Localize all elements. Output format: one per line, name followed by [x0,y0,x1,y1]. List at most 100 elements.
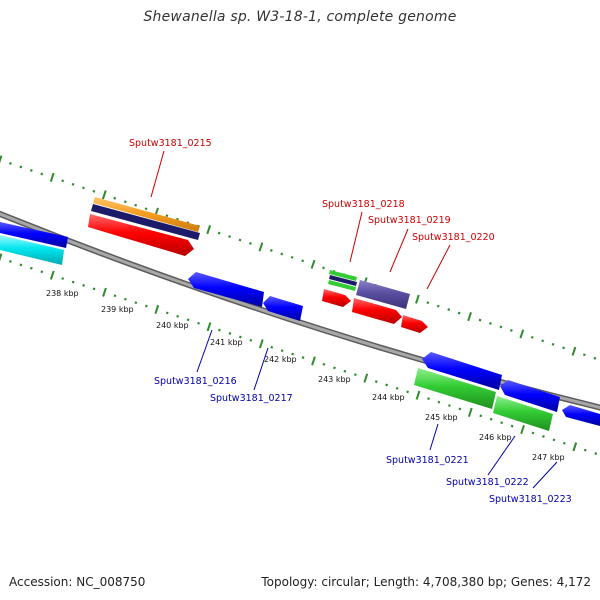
kbp-labels: 238 kbp 239 kbp 240 kbp 241 kbp 242 kbp … [46,289,565,462]
gene-label-sputw3181-0215[interactable]: Sputw3181_0215 [129,138,212,149]
gene-label-sputw3181-0221[interactable]: Sputw3181_0221 [386,455,469,466]
inner-ring-minor-tick [291,352,295,356]
inner-ring-major-tick [154,304,160,315]
leader-line-0222 [487,435,516,476]
inner-ring-minor-tick [594,452,598,455]
inner-ring-major-tick [415,390,421,400]
gene-label-sputw3181-0218[interactable]: Sputw3181_0218 [322,199,405,210]
outer-ring-minor-tick [593,356,597,360]
gene-feature-sputw3181-0222[interactable] [500,380,560,412]
outer-tick-ring [0,155,597,360]
feature-track-forward [88,197,428,333]
inner-tick-ring [0,253,598,455]
outer-ring-minor-tick [457,311,461,315]
inner-ring-minor-tick [82,284,86,287]
gene-label-sputw3181-0220[interactable]: Sputw3181_0220 [412,232,495,243]
inner-ring-minor-tick [333,366,336,370]
kbp-label-246: 246 kbp [479,433,512,442]
outer-ring-minor-tick [541,339,545,343]
inner-ring-minor-tick [218,328,221,332]
gene-feature-green-a[interactable] [414,368,496,409]
gene-feature-sputw3181-0220[interactable] [401,315,428,333]
outer-ring-minor-tick [165,214,169,218]
gene-feature-green-small[interactable] [329,270,357,281]
leader-line-0219 [389,228,409,273]
inner-ring-minor-tick [124,297,127,301]
outer-ring-minor-tick [40,172,44,176]
inner-ring-minor-tick [510,424,514,428]
gene-feature-navy-small[interactable] [329,275,357,286]
inner-ring-minor-tick [427,397,430,401]
inner-ring-major-tick [0,253,3,262]
kbp-label-242: 242 kbp [264,355,297,364]
kbp-label-245: 245 kbp [425,413,458,422]
inner-ring-minor-tick [71,280,75,284]
gene-feature-green-small-2[interactable] [328,280,356,291]
outer-ring-minor-tick [582,353,586,357]
inner-ring-major-tick [363,373,369,383]
leader-line-0221 [429,423,439,451]
inner-ring-major-tick [467,407,473,418]
outer-ring-minor-tick [489,322,492,325]
leader-line-0217 [253,347,269,391]
gene-feature-sputw3181-0218[interactable] [322,289,351,307]
inner-ring-minor-tick [385,383,389,387]
kbp-label-240: 240 kbp [156,321,189,330]
gene-feature-orange[interactable] [93,197,200,232]
kbp-label-244: 244 kbp [372,393,405,402]
inner-ring-minor-tick [186,318,190,322]
kbp-label-238: 238 kbp [46,289,79,298]
gene-feature-sputw3181-0217[interactable] [263,296,303,321]
kbp-label-243: 243 kbp [318,375,351,384]
outer-ring-minor-tick [562,346,565,350]
gene-feature-blue-left[interactable] [0,222,68,248]
inner-ring-minor-tick [165,311,169,315]
outer-ring-minor-tick [436,304,440,308]
gene-label-sputw3181-0219[interactable]: Sputw3181_0219 [368,215,451,226]
inner-ring-major-tick [49,270,55,280]
gene-feature-sputw3181-0221[interactable] [422,352,502,390]
gene-feature-sputw3181-0215[interactable] [88,214,194,256]
gene-feature-navy[interactable] [91,204,200,240]
gene-feature-red-b[interactable] [352,298,402,324]
gene-feature-green-b[interactable] [493,396,553,431]
kbp-label-241: 241 kbp [210,338,243,347]
inner-ring-minor-tick [249,338,253,342]
inner-ring-minor-tick [374,380,378,383]
gene-feature-sputw3181-0219[interactable] [356,280,410,309]
outer-ring-major-tick [206,224,212,235]
outer-ring-minor-tick [301,259,305,263]
outer-ring-minor-tick [322,266,325,270]
gene-feature-sputw3181-0216[interactable] [188,272,264,307]
outer-ring-minor-tick [61,179,65,183]
outer-ring-major-tick [49,172,55,183]
inner-ring-minor-tick [583,448,587,452]
label-leaders [150,150,558,489]
gene-feature-sputw3181-0223[interactable] [562,405,600,426]
gene-label-sputw3181-0216[interactable]: Sputw3181_0216 [154,376,237,387]
inner-ring-minor-tick [552,438,556,442]
inner-ring-minor-tick [19,263,23,267]
inner-ring-minor-tick [562,441,566,445]
gene-label-sputw3181-0223[interactable]: Sputw3181_0223 [489,494,572,505]
outer-ring-major-tick [571,346,577,356]
gene-label-sputw3181-0217[interactable]: Sputw3181_0217 [210,393,293,404]
outer-ring-minor-tick [447,308,451,311]
inner-ring-minor-tick [92,287,96,291]
inner-ring-minor-tick [228,332,232,335]
outer-ring-minor-tick [113,196,117,200]
outer-ring-minor-tick [82,186,85,190]
inner-ring-minor-tick [9,260,12,263]
map-title: Shewanella sp. W3-18-1, complete genome [143,9,457,25]
feature-track-reverse [0,222,600,431]
outer-ring-minor-tick [134,203,138,207]
gene-feature-cyan-left[interactable] [0,235,64,265]
gene-label-sputw3181-0222[interactable]: Sputw3181_0222 [446,477,529,488]
outer-ring-minor-tick [217,231,221,235]
inner-ring-major-tick [311,356,316,366]
outer-ring-minor-tick [9,162,12,165]
leader-line-0220 [426,244,451,290]
outer-ring-minor-tick [551,342,555,346]
leader-line-0215 [150,150,165,198]
